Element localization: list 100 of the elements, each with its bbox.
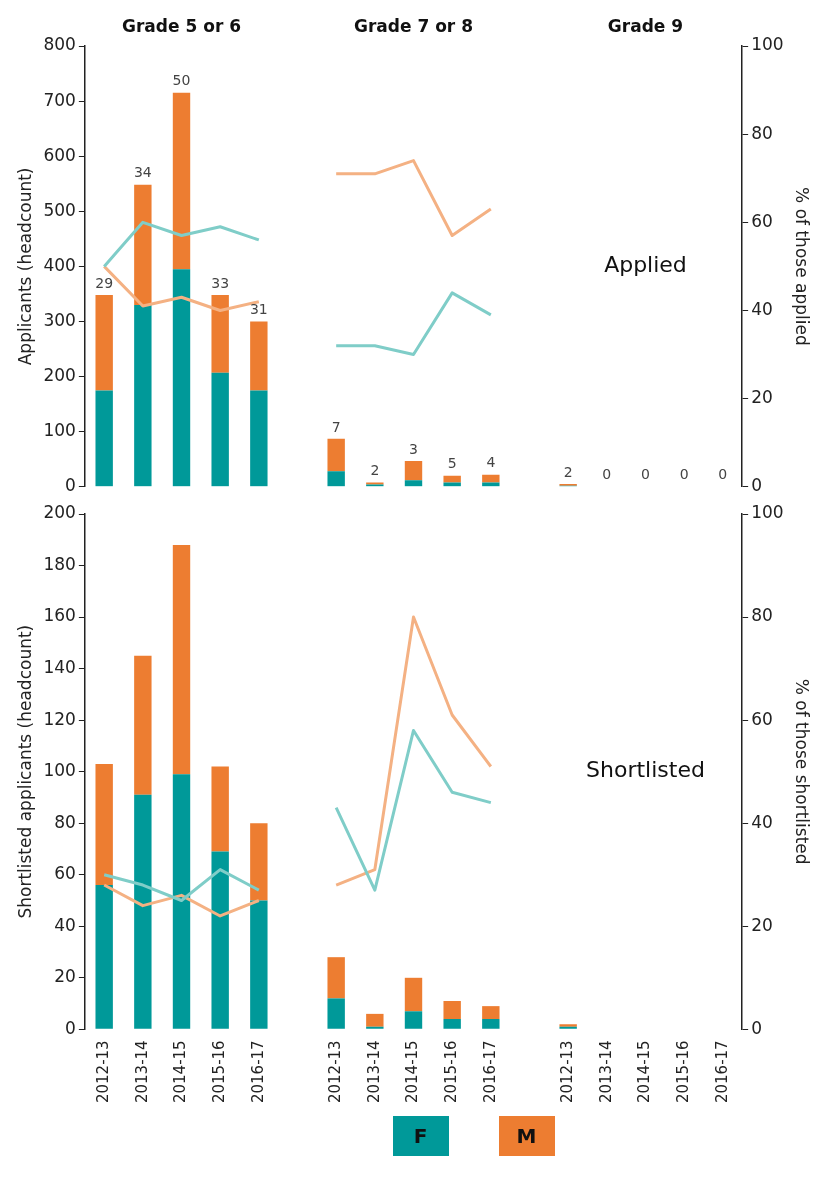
y-tick-label: 160 (43, 605, 76, 626)
text: F (392, 1116, 449, 1156)
annotation: 33 (211, 274, 230, 291)
bar (327, 998, 345, 1029)
annotation: 2 (563, 463, 573, 480)
y2-tick-label: 100 (751, 502, 784, 523)
x-tick-label: 2014-15 (403, 1040, 422, 1104)
bar (250, 823, 268, 901)
y2-tick-label: 40 (751, 811, 773, 832)
y2-tick-label: 80 (751, 122, 773, 143)
bar (482, 482, 500, 487)
y-tick-label: 60 (54, 863, 76, 884)
annotation: 31 (249, 301, 268, 318)
y2-tick-label: 20 (751, 387, 773, 408)
y-tick-label: 300 (43, 309, 76, 330)
y2-tick-label: 20 (751, 914, 773, 935)
text: M (498, 1116, 555, 1156)
y-tick-label: 20 (54, 966, 76, 987)
bar (366, 1013, 384, 1027)
y2-tick-label: 60 (751, 708, 773, 729)
bar (250, 900, 268, 1029)
bar (250, 321, 268, 391)
y-tick-label: 800 (43, 34, 76, 55)
bar (404, 977, 423, 1012)
bar (95, 885, 113, 1029)
y2-tick-label: 80 (751, 605, 773, 626)
x-tick-label: 2012-13 (558, 1040, 577, 1104)
bar (327, 471, 345, 487)
y-tick-label: 500 (43, 199, 76, 220)
annotation: 50 (172, 72, 191, 89)
y-tick-label: 120 (43, 708, 76, 729)
annotation: Applied (604, 252, 687, 278)
bar (482, 474, 500, 483)
x-tick-label: 2013-14 (596, 1040, 615, 1104)
annotation: 0 (641, 466, 650, 483)
y-tick-label: 180 (43, 553, 76, 574)
bar (172, 544, 191, 775)
x-tick-label: 2013-14 (364, 1040, 383, 1104)
bar (134, 304, 152, 487)
bar (172, 774, 191, 1029)
x-tick-label: 2013-14 (132, 1040, 151, 1104)
y-tick-label: 100 (43, 760, 76, 781)
bar (172, 269, 191, 487)
y-tick-label: 600 (43, 144, 76, 165)
bar (211, 851, 229, 1029)
bar (134, 794, 152, 1029)
bar (211, 372, 229, 487)
annotation: 3 (409, 440, 418, 457)
bar (95, 390, 113, 487)
bar (404, 1011, 423, 1029)
y-tick-label: 200 (43, 365, 76, 386)
annotation: 29 (95, 274, 114, 291)
bar (172, 92, 191, 270)
text: Grade 7 or 8 (354, 15, 473, 36)
x-tick-label: 2012-13 (94, 1040, 113, 1104)
y-tick-label: 80 (54, 811, 76, 832)
y-tick-label: 200 (43, 502, 76, 523)
annotation: 0 (718, 466, 728, 483)
bar (443, 1000, 461, 1020)
bar (443, 475, 461, 483)
y-tick-label: 40 (54, 914, 76, 935)
bar (95, 295, 113, 391)
bar (404, 460, 423, 481)
text: Grade 5 or 6 (122, 15, 241, 36)
bar (211, 295, 229, 373)
bar (327, 957, 345, 999)
y2-tick-label: 0 (751, 475, 762, 496)
x-tick-label: 2014-15 (635, 1040, 654, 1104)
y-axis-title: Shortlisted applicants (headcount) (14, 624, 35, 919)
y-tick-label: 0 (65, 475, 76, 496)
annotation: Shortlisted (586, 757, 705, 783)
annotation: 0 (679, 466, 689, 483)
y-tick-label: 700 (43, 89, 76, 110)
bar (366, 1026, 384, 1029)
bar (482, 1019, 500, 1029)
y2-tick-label: 0 (751, 1017, 762, 1038)
bar (404, 480, 423, 487)
x-tick-label: 2016-17 (480, 1040, 499, 1104)
y-tick-label: 0 (65, 1017, 76, 1038)
bar (95, 763, 113, 886)
x-tick-label: 2015-16 (210, 1040, 229, 1104)
y2-tick-label: 40 (751, 298, 773, 319)
annotation: 34 (133, 164, 152, 181)
y-tick-label: 100 (43, 420, 76, 441)
bar (134, 184, 152, 305)
y-tick-label: 140 (43, 657, 76, 678)
y-axis-title: Applicants (headcount) (14, 167, 35, 366)
y2-tick-label: 60 (751, 210, 773, 231)
y2-tick-label: 100 (751, 34, 784, 55)
x-tick-label: 2014-15 (171, 1040, 190, 1104)
bar (134, 655, 152, 795)
y2-axis-title: % of those shortlisted (792, 678, 813, 865)
x-tick-label: 2015-16 (442, 1040, 461, 1104)
bar (250, 390, 268, 487)
x-tick-label: 2015-16 (674, 1040, 693, 1104)
x-tick-label: 2016-17 (712, 1040, 731, 1104)
y2-axis-title: % of those applied (792, 187, 813, 346)
y-tick-label: 400 (43, 254, 76, 275)
x-tick-label: 2016-17 (248, 1040, 267, 1104)
x-tick-label: 2012-13 (326, 1040, 345, 1104)
